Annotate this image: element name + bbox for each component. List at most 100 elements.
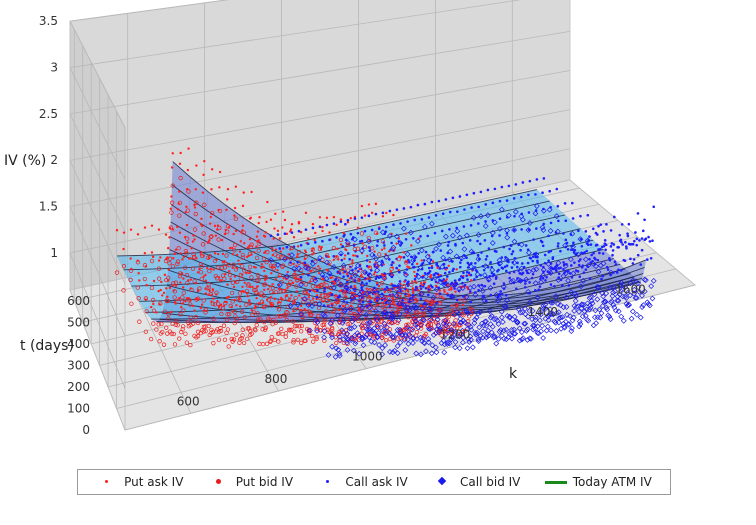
put-ask-point	[276, 269, 279, 272]
call-bid-point	[519, 309, 526, 316]
call-bid-point	[488, 313, 495, 319]
call-ask-point	[531, 272, 535, 276]
call-bid-point	[386, 298, 393, 304]
put-ask-point	[270, 303, 273, 307]
call-ask-point	[487, 247, 491, 250]
call-bid-point	[577, 236, 584, 243]
call-ask-point	[436, 272, 439, 276]
put-ask-point	[226, 198, 229, 201]
call-ask-point	[582, 271, 586, 274]
put-bid-point	[337, 317, 343, 322]
put-bid-point	[359, 308, 365, 313]
call-ask-point	[435, 301, 438, 305]
call-ask-point	[303, 261, 307, 265]
legend-label: Call ask IV	[345, 475, 408, 489]
call-ask-point	[358, 240, 362, 243]
call-bid-point	[359, 336, 366, 343]
call-bid-point	[338, 250, 344, 257]
call-bid-point	[345, 239, 351, 246]
put-ask-point	[218, 279, 222, 282]
call-bid-point	[485, 276, 492, 283]
put-bid-point	[284, 317, 289, 323]
call-bid-point	[580, 277, 587, 284]
call-bid-point	[367, 272, 373, 279]
call-bid-point	[316, 301, 323, 308]
put-ask-point	[454, 290, 457, 293]
put-bid-point	[222, 337, 228, 342]
put-bid-point	[329, 331, 335, 336]
put-bid-point	[225, 312, 230, 317]
put-ask-point	[280, 254, 283, 257]
call-ask-point	[526, 261, 530, 265]
call-bid-point	[387, 349, 393, 355]
grid-line	[69, 70, 571, 161]
call-bid-point	[484, 212, 491, 219]
call-bid-point	[526, 335, 533, 342]
put-ask-point	[325, 268, 329, 272]
legend-symbol	[208, 477, 230, 487]
call-bid-point	[486, 308, 493, 315]
put-bid-point	[211, 341, 216, 346]
put-ask-point	[235, 304, 238, 307]
put-bid-point	[406, 315, 411, 320]
y-tick-label: 500	[67, 315, 90, 329]
call-bid-point	[391, 347, 398, 354]
put-bid-point	[334, 255, 339, 260]
call-bid-point	[420, 316, 427, 323]
put-ask-point	[271, 253, 275, 257]
put-bid-point	[258, 317, 263, 322]
call-ask-point	[335, 236, 338, 239]
put-bid-point	[224, 253, 229, 258]
put-ask-point	[262, 234, 266, 237]
call-ask-point	[504, 293, 508, 297]
call-bid-point	[631, 290, 638, 297]
call-bid-point	[434, 316, 441, 323]
call-bid-point	[511, 326, 517, 333]
put-ask-point	[168, 236, 171, 239]
call-ask-point	[417, 252, 420, 255]
put-ask-point	[150, 224, 154, 227]
put-ask-point	[303, 249, 307, 252]
call-bid-point	[538, 279, 544, 286]
put-bid-point	[412, 298, 418, 303]
call-ask-point	[349, 232, 353, 236]
call-bid-point	[321, 334, 327, 341]
call-bid-point	[534, 329, 541, 336]
put-bid-point	[272, 337, 277, 343]
call-ask-point	[611, 249, 615, 252]
call-ask-point	[325, 223, 329, 227]
call-bid-point	[565, 321, 572, 328]
call-bid-point	[532, 280, 539, 287]
put-bid-point	[240, 252, 246, 258]
call-bid-point	[540, 272, 547, 279]
call-ask-point	[419, 284, 422, 288]
call-bid-point	[432, 344, 439, 351]
put-ask-point	[199, 223, 203, 226]
put-bid-point	[171, 331, 176, 337]
put-ask-point	[309, 269, 312, 273]
put-ask-point	[413, 270, 416, 274]
call-ask-point	[541, 191, 544, 195]
put-ask-point	[248, 237, 252, 241]
put-ask-point	[145, 283, 148, 287]
put-bid-point	[293, 295, 298, 301]
put-ask-point	[202, 173, 205, 177]
put-bid-point	[173, 280, 179, 285]
call-bid-point	[355, 332, 362, 339]
put-ask-point	[352, 291, 356, 295]
put-bid-point	[295, 277, 300, 283]
call-bid-point	[535, 330, 542, 337]
smile-line	[172, 161, 647, 297]
call-bid-point	[530, 322, 536, 329]
call-bid-point	[499, 319, 506, 325]
call-bid-point	[519, 336, 525, 343]
legend-item: Today ATM IV	[544, 475, 652, 489]
call-ask-point	[539, 264, 543, 267]
put-bid-point	[433, 320, 439, 325]
call-bid-point	[433, 245, 439, 252]
call-bid-point	[522, 305, 528, 312]
call-ask-point	[336, 270, 340, 274]
call-ask-point	[457, 289, 461, 293]
call-bid-point	[514, 319, 521, 325]
put-ask-point	[196, 288, 200, 292]
